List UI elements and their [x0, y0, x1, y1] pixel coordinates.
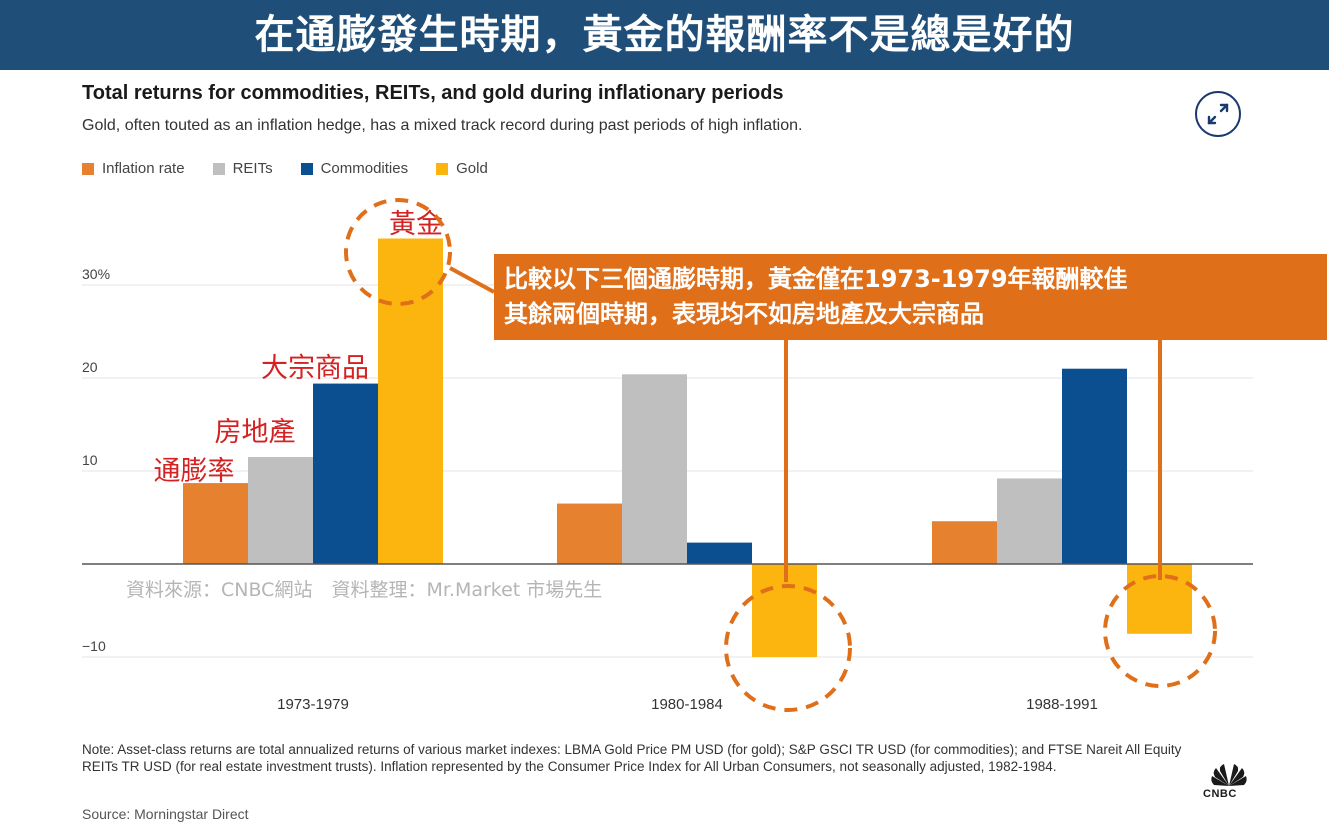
legend-swatch [82, 162, 94, 175]
reits-annotation: 房地產 [215, 417, 296, 448]
callout-line-1: 比較以下三個通膨時期，黃金僅在1973-1979年報酬較佳 [504, 265, 1128, 293]
watermark-text: 資料來源：CNBC網站 資料整理：Mr.Market 市場先生 [126, 579, 602, 601]
axis-layer: 30% 20 10 −10 1973-1979 1980-1984 1988-1991 [82, 266, 1253, 713]
cnbc-logo-text: CNBC [1203, 788, 1237, 800]
legend-item-gold: Gold [436, 160, 488, 177]
x-tick-label: 1973-1979 [277, 696, 349, 713]
legend-swatch [436, 162, 449, 175]
chart-footnote: Note: Asset-class returns are total annu… [82, 742, 1182, 774]
y-tick-label: 30% [82, 266, 110, 282]
highlight-circle-gold-1980 [724, 584, 852, 712]
legend-swatch [212, 162, 225, 175]
x-tick-label: 1980-1984 [651, 696, 723, 713]
expand-icon [1207, 103, 1229, 125]
chart-title: Total returns for commodities, REITs, an… [82, 82, 784, 104]
chart-source: Source: Morningstar Direct [82, 806, 249, 822]
bar-inflation-rate-1973-1979 [183, 483, 248, 564]
connector-line-1973 [449, 266, 495, 294]
callout-box: 比較以下三個通膨時期，黃金僅在1973-1979年報酬較佳 其餘兩個時期，表現均… [494, 254, 1327, 340]
bar-inflation-rate-1988-1991 [932, 521, 997, 564]
highlight-circle-gold-1988 [1103, 574, 1217, 688]
bar-reits-1980-1984 [622, 374, 687, 564]
legend-item-inflation: Inflation rate [82, 160, 185, 177]
bar-commodities-1980-1984 [687, 542, 752, 564]
bar-reits-1988-1991 [997, 478, 1062, 564]
gold-annotation: 黃金 [389, 209, 443, 240]
legend-label: Commodities [320, 160, 409, 177]
peacock-icon [1211, 764, 1247, 786]
bar-inflation-rate-1980-1984 [557, 503, 622, 564]
chart-subtitle: Gold, often touted as an inflation hedge… [82, 117, 803, 134]
bar-commodities-1973-1979 [313, 383, 378, 564]
y-tick-label: −10 [82, 638, 106, 654]
chart-legend: Inflation rate REITs Commodities Gold [82, 160, 488, 177]
bar-commodities-1988-1991 [1062, 368, 1127, 564]
banner-title: 在通膨發生時期，黃金的報酬率不是總是好的 [0, 0, 1329, 70]
expand-button[interactable] [1195, 91, 1241, 137]
legend-swatch [300, 162, 313, 175]
legend-item-commodities: Commodities [300, 160, 409, 177]
y-tick-label: 10 [82, 452, 98, 468]
inflation-annotation: 通膨率 [154, 456, 235, 487]
x-tick-label: 1988-1991 [1026, 696, 1098, 713]
legend-label: Gold [456, 160, 488, 177]
legend-label: Inflation rate [102, 160, 185, 177]
legend-item-reits: REITs [212, 160, 273, 177]
callout-line-2: 其餘兩個時期，表現均不如房地產及大宗商品 [504, 300, 984, 328]
annotation-layer: 資料來源：CNBC網站 資料整理：Mr.Market 市場先生 黃金大宗商品房地產… [126, 198, 1217, 712]
y-tick-label: 20 [82, 359, 98, 375]
commodities-annotation: 大宗商品 [261, 353, 369, 384]
bar-reits-1973-1979 [248, 457, 313, 564]
bar-gold-1973-1979 [378, 238, 443, 564]
highlight-circle-gold-1973 [344, 198, 452, 306]
legend-label: REITs [232, 160, 273, 177]
